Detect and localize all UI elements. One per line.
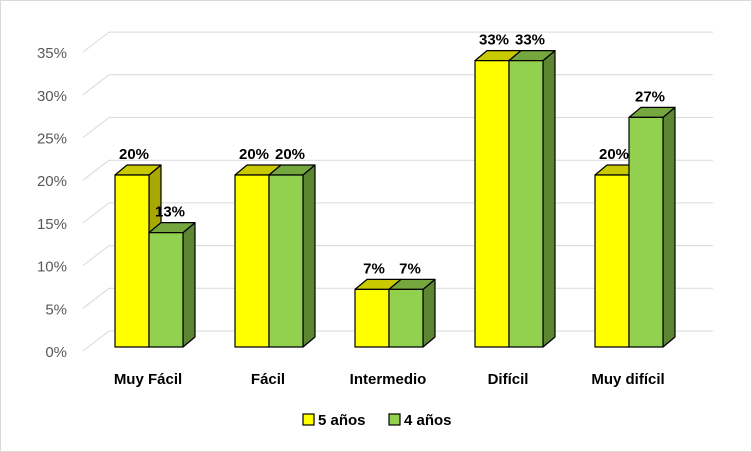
x-tick-label: Intermedio — [350, 371, 427, 388]
data-label: 7% — [363, 260, 385, 277]
y-tick-label: 10% — [37, 259, 67, 276]
gridline-diagonal — [82, 330, 110, 352]
y-tick-label: 5% — [45, 301, 67, 318]
gridline-diagonal — [82, 245, 110, 266]
data-label: 20% — [599, 146, 629, 163]
y-tick-label: 0% — [45, 344, 67, 361]
gridline-diagonal — [82, 117, 110, 138]
bar-4-anos — [508, 50, 556, 348]
gridline-diagonal — [82, 287, 110, 309]
gridline-diagonal — [82, 159, 110, 181]
y-tick-label: 20% — [37, 173, 67, 190]
bar-4-anos — [628, 106, 676, 348]
legend-label: 4 años — [404, 412, 452, 429]
data-label: 33% — [515, 32, 545, 49]
data-label: 27% — [635, 88, 665, 105]
data-label: 7% — [399, 260, 421, 277]
legend-swatch — [388, 413, 401, 426]
data-label: 20% — [239, 146, 269, 163]
gridline-diagonal — [82, 202, 110, 224]
data-label: 20% — [275, 146, 305, 163]
gridline-diagonal — [82, 74, 110, 96]
bar-4-anos — [148, 222, 196, 348]
legend-swatch — [302, 413, 315, 426]
bar-4-anos — [268, 164, 316, 348]
gridline-diagonal — [82, 31, 110, 53]
data-label: 13% — [155, 204, 185, 221]
y-tick-label: 30% — [37, 88, 67, 105]
x-tick-label: Muy Fácil — [114, 371, 182, 388]
y-tick-label: 35% — [37, 45, 67, 62]
x-tick-label: Fácil — [251, 371, 285, 388]
bar-4-anos — [388, 278, 436, 348]
data-label: 33% — [479, 32, 509, 49]
y-tick-label: 15% — [37, 216, 67, 233]
y-tick-label: 25% — [37, 131, 67, 148]
data-label: 20% — [119, 146, 149, 163]
legend-label: 5 años — [318, 412, 366, 429]
x-tick-label: Muy difícil — [591, 371, 664, 388]
x-tick-label: Difícil — [488, 371, 529, 388]
